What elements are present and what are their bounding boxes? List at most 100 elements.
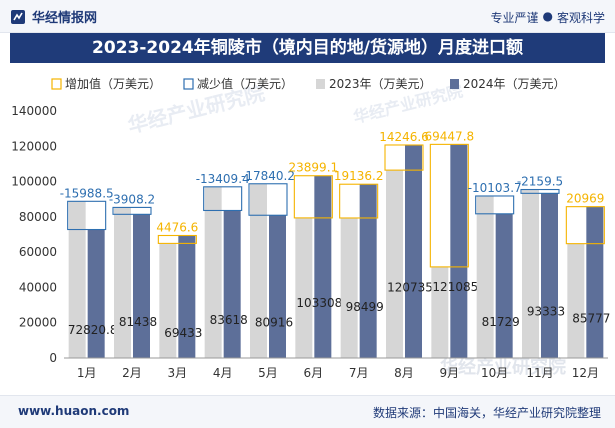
chart-title: 2023-2024年铜陵市（境内目的地/货源地）月度进口额 <box>10 33 605 63</box>
change-bracket-decrease <box>203 186 243 212</box>
y-tick-label: 140000 <box>11 104 57 118</box>
top-bar: 华经情报网 专业严谨 ● 客观科学 <box>0 0 615 33</box>
value-label-2024: 81438 <box>119 315 157 329</box>
x-tick-label: 7月 <box>349 366 369 380</box>
change-bracket-decrease <box>248 183 288 216</box>
value-label-2024: 72820.8 <box>68 323 118 337</box>
bar-2024 <box>495 213 513 358</box>
bar-2024 <box>541 193 558 358</box>
value-label-2024: 81729 <box>482 315 520 329</box>
y-tick-label: 0 <box>49 351 57 365</box>
x-tick-label: 1月 <box>77 366 97 380</box>
legend-label-decrease: 减少值（万美元） <box>197 76 293 91</box>
bar-2023 <box>386 170 403 358</box>
y-tick-label: 80000 <box>19 210 57 224</box>
x-tick-label: 8月 <box>394 366 414 380</box>
x-tick-label: 10月 <box>481 366 508 380</box>
change-label: 20969 <box>566 192 604 206</box>
bar-2024 <box>178 235 196 358</box>
change-label: -17840.2 <box>241 169 295 183</box>
x-tick-label: 11月 <box>526 366 553 380</box>
bar-2024 <box>586 206 604 358</box>
change-label: -10103.7 <box>468 181 522 195</box>
bar-2024 <box>450 144 468 358</box>
change-label: 14246.6 <box>379 130 429 144</box>
bar-2023 <box>476 195 494 358</box>
change-label: -2159.5 <box>517 175 563 189</box>
x-tick-label: 2月 <box>122 366 142 380</box>
bar-2023 <box>204 186 222 358</box>
legend-swatch-bar2024 <box>450 79 459 89</box>
bar-2023 <box>159 243 177 358</box>
bar-2023 <box>250 183 267 358</box>
tagline: 专业严谨 ● 客观科学 <box>490 9 605 26</box>
x-tick-label: 3月 <box>168 366 188 380</box>
value-label-2024: 93333 <box>527 305 565 319</box>
change-bracket-increase <box>293 175 333 219</box>
x-tick-label: 5月 <box>258 366 278 380</box>
bar-2023 <box>522 189 539 358</box>
x-tick-label: 4月 <box>213 366 233 380</box>
bar-2024 <box>405 144 422 358</box>
change-label: -13409.4 <box>196 172 250 186</box>
change-label: -3908.2 <box>109 192 155 206</box>
x-tick-label: 12月 <box>572 366 599 380</box>
footer-source: 数据来源：中国海关，华经产业研究院整理 <box>372 406 601 420</box>
change-label: 4476.6 <box>156 221 198 235</box>
change-bracket-increase <box>384 144 424 171</box>
brand-name: 华经情报网 <box>32 11 98 26</box>
y-tick-label: 120000 <box>11 139 57 153</box>
x-tick-label: 9月 <box>440 366 460 380</box>
bar-2023 <box>114 207 131 358</box>
change-bracket-decrease <box>475 195 515 215</box>
legend-label-increase: 增加值（万美元） <box>65 76 161 91</box>
value-label-2024: 85777 <box>572 311 610 325</box>
footer: www.huaon.com 数据来源：中国海关，华经产业研究院整理 <box>0 395 615 428</box>
change-label: 69447.8 <box>425 129 475 143</box>
bar-2024 <box>269 215 286 358</box>
y-tick-label: 100000 <box>11 175 57 189</box>
change-bracket-increase <box>157 234 197 244</box>
value-label-2024: 69433 <box>164 326 202 340</box>
change-bracket-increase <box>429 143 469 268</box>
bar-2024 <box>223 210 241 358</box>
bar-2024 <box>314 175 332 358</box>
value-label-2024: 98499 <box>346 300 384 314</box>
bar-2023 <box>567 243 585 358</box>
footer-url[interactable]: www.huaon.com <box>18 404 130 418</box>
y-tick-label: 40000 <box>19 280 57 294</box>
bar-2024 <box>87 229 105 358</box>
value-label-2024: 80916 <box>255 316 293 330</box>
y-tick-label: 60000 <box>19 245 57 259</box>
bar-2023 <box>340 217 358 358</box>
bar-2023 <box>295 217 313 358</box>
watermark-bottom: 华经产业研究院 <box>440 356 566 378</box>
bar-2024 <box>359 184 377 358</box>
legend-swatch-increase <box>51 78 62 90</box>
change-bracket-decrease <box>520 188 560 194</box>
change-bracket-increase <box>565 206 605 245</box>
change-bracket-increase <box>339 183 379 219</box>
change-bracket-decrease <box>112 206 152 215</box>
x-tick-label: 6月 <box>304 366 324 380</box>
tagline-separator: ● <box>542 9 553 23</box>
legend-swatch-decrease <box>183 78 194 90</box>
brand[interactable]: 华经情报网 <box>10 7 97 26</box>
value-label-2024: 121085 <box>432 280 478 294</box>
change-label: 19136.2 <box>334 169 384 183</box>
legend-swatch-bar2023 <box>316 79 325 89</box>
y-tick-label: 20000 <box>19 316 57 330</box>
change-label: -15988.5 <box>60 186 114 200</box>
legend-label-bar2023: 2023年（万美元） <box>329 77 432 91</box>
value-label-2024: 120735 <box>387 280 433 294</box>
bar-2024 <box>133 214 150 358</box>
value-label-2024: 103308 <box>296 296 342 310</box>
value-label-2024: 83618 <box>210 313 248 327</box>
legend-label-bar2024: 2024年（万美元） <box>463 77 566 91</box>
bar-2023 <box>68 201 86 358</box>
tagline-right: 客观科学 <box>556 11 605 25</box>
bar-2023 <box>431 266 449 358</box>
brand-logo-icon <box>11 9 25 24</box>
